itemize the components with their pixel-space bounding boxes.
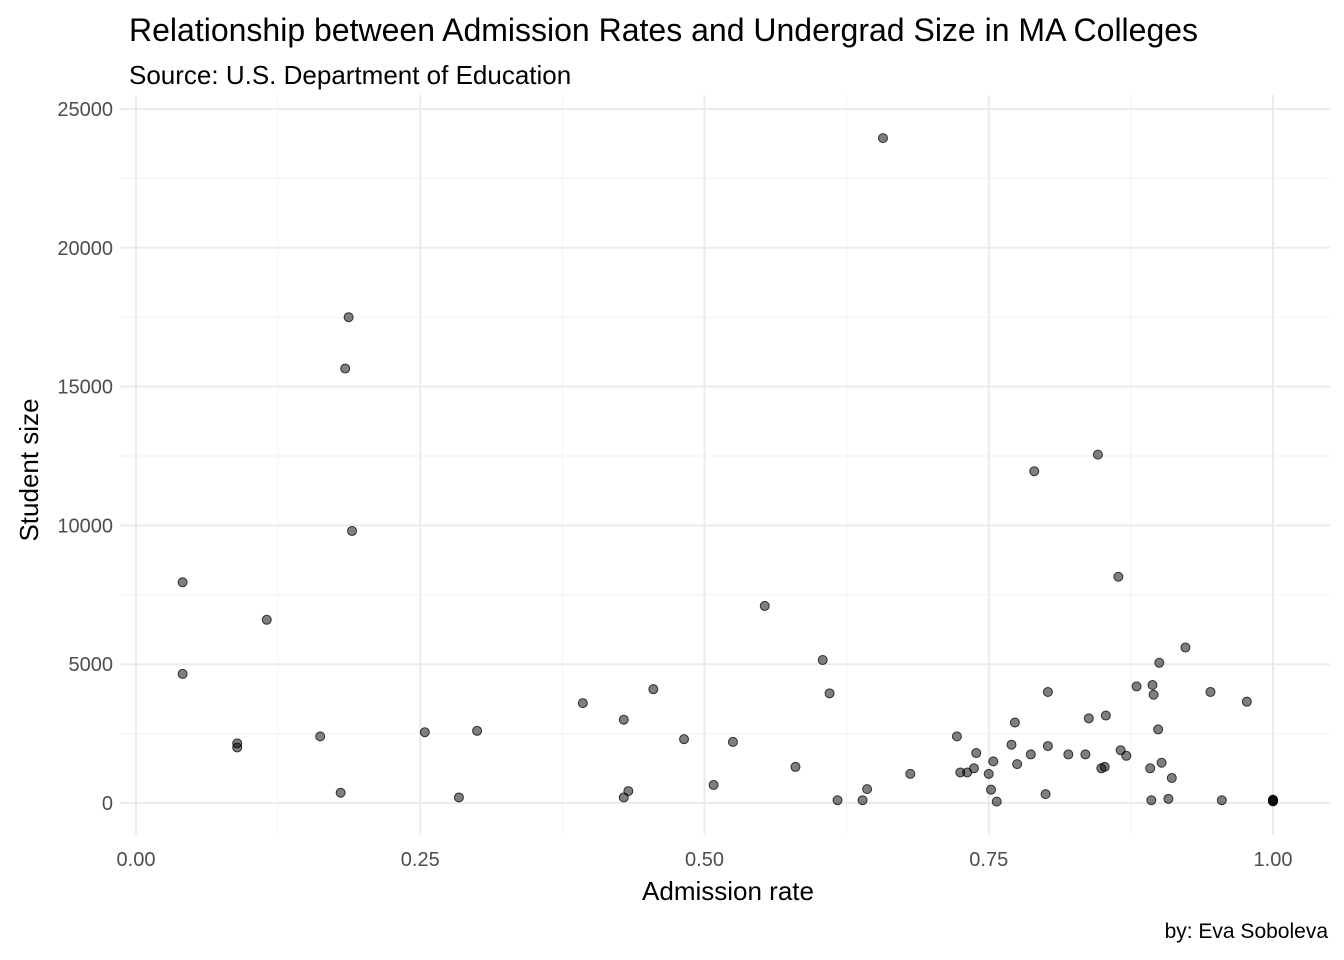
data-point: [1042, 741, 1053, 752]
data-point: [261, 614, 272, 625]
data-point: [1268, 796, 1278, 807]
y-tick-label: 20000: [57, 238, 113, 260]
data-point: [971, 748, 982, 759]
data-point: [1006, 739, 1017, 750]
data-points: [177, 133, 1278, 807]
y-tick-labels: 0 5000 10000 15000 20000 25000: [57, 99, 113, 815]
data-point: [347, 525, 358, 536]
data-point: [1166, 773, 1177, 784]
data-point: [991, 796, 1002, 807]
data-point: [335, 787, 346, 798]
data-point: [343, 312, 354, 323]
data-point: [618, 714, 629, 725]
data-point: [177, 668, 188, 679]
data-point: [577, 698, 588, 709]
data-point: [1099, 761, 1110, 772]
y-tick-label: 25000: [57, 99, 113, 121]
data-point: [1100, 710, 1111, 721]
data-point: [1012, 759, 1023, 770]
data-point: [1241, 696, 1252, 707]
data-point: [1113, 571, 1124, 582]
y-tick-label: 10000: [57, 515, 113, 537]
data-point: [1148, 689, 1159, 700]
chart-subtitle: Source: U.S. Department of Education: [129, 60, 572, 90]
data-point: [232, 742, 243, 753]
data-point: [1154, 657, 1165, 668]
data-point: [1163, 793, 1174, 804]
data-point: [453, 792, 464, 803]
data-point: [419, 727, 430, 738]
data-point: [817, 655, 828, 666]
grid-lines: [120, 95, 1330, 835]
data-point: [1009, 717, 1020, 728]
data-point: [1145, 763, 1156, 774]
data-point: [1216, 795, 1227, 806]
data-point: [1025, 749, 1036, 760]
x-tick-label: 0.75: [969, 849, 1008, 871]
data-point: [878, 133, 889, 144]
data-point: [727, 736, 738, 747]
x-tick-label: 0.25: [401, 849, 440, 871]
y-tick-label: 0: [102, 793, 113, 815]
x-axis-title: Admission rate: [642, 876, 814, 906]
data-point: [1040, 789, 1051, 800]
y-axis-title: Student size: [14, 398, 44, 541]
data-point: [1029, 466, 1040, 477]
data-point: [951, 731, 962, 742]
data-point: [1063, 749, 1074, 760]
data-point: [1205, 686, 1216, 697]
data-point: [1121, 750, 1132, 761]
data-point: [905, 768, 916, 779]
data-point: [1180, 642, 1191, 653]
y-tick-label: 15000: [57, 377, 113, 399]
chart-title: Relationship between Admission Rates and…: [129, 12, 1199, 48]
data-point: [862, 784, 873, 795]
data-point: [340, 363, 351, 374]
data-point: [983, 768, 994, 779]
data-point: [1153, 724, 1164, 735]
data-point: [1092, 449, 1103, 460]
data-point: [759, 600, 770, 611]
data-point: [986, 784, 997, 795]
data-point: [1156, 757, 1167, 768]
data-point: [1080, 749, 1091, 760]
chart-caption: by: Eva Soboleva: [1164, 920, 1328, 943]
data-point: [315, 731, 326, 742]
y-tick-label: 5000: [69, 654, 114, 676]
x-tick-label: 0.50: [685, 849, 724, 871]
data-point: [472, 725, 483, 736]
data-point: [1083, 713, 1094, 724]
x-tick-label: 0.00: [117, 849, 156, 871]
data-point: [1146, 795, 1157, 806]
data-point: [968, 763, 979, 774]
data-point: [708, 779, 719, 790]
data-point: [857, 795, 868, 806]
data-point: [623, 786, 634, 797]
data-point: [824, 688, 835, 699]
data-point: [679, 734, 690, 745]
data-point: [988, 756, 999, 767]
x-tick-label: 1.00: [1254, 849, 1293, 871]
data-point: [790, 761, 801, 772]
data-point: [1147, 680, 1158, 691]
data-point: [177, 577, 188, 588]
data-point: [648, 684, 659, 695]
data-point: [832, 795, 843, 806]
x-tick-labels: 0.00 0.25 0.50 0.75 1.00: [117, 849, 1293, 871]
data-point: [1131, 681, 1142, 692]
data-point: [1042, 686, 1053, 697]
